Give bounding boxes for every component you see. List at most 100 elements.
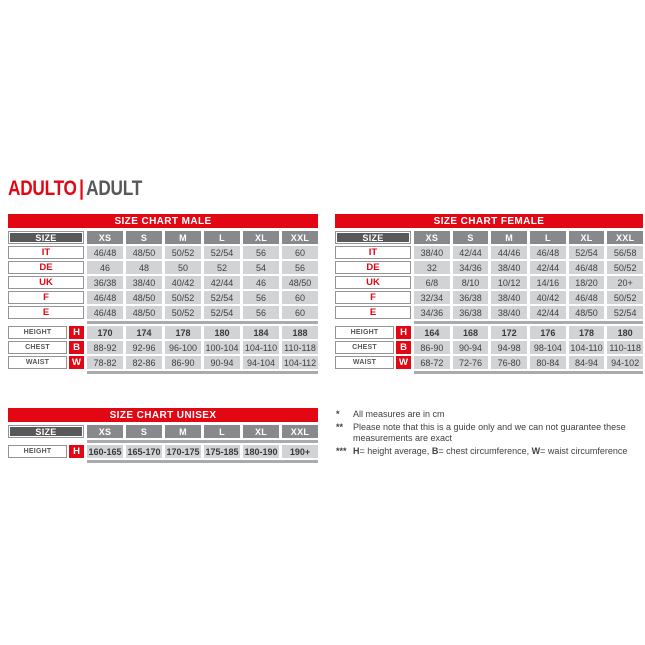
measure-value-cell: 88-92 [87,341,123,354]
table-row: UK 36/38 38/40 40/42 42/44 46 48/50 [8,276,318,289]
footnote-segment: All measures are in cm [353,409,445,419]
size-header-row: SIZE XS S M L XL XXL [335,231,644,244]
footnote-segment: H [353,446,360,456]
measure-label: WAIST [335,356,394,369]
footnote-segment: = chest circumference, [438,446,532,456]
footnote-segment: W [531,446,541,456]
measure-value-cell: 104-110 [243,341,279,354]
separator-band-top [414,321,643,324]
size-value-cell: 52/54 [204,306,240,319]
separator-band-bottom [87,460,318,463]
table-row: DE 32 34/36 38/40 42/44 46/48 50/52 [335,261,644,274]
table-row: UK 6/8 8/10 10/12 14/16 18/20 20+ [335,276,644,289]
measure-code-badge: W [396,356,411,369]
page-title-secondary: ADULT [86,177,143,200]
size-value-cell: 36/38 [87,276,123,289]
measure-value-cell: 86-90 [165,356,201,369]
size-value-cell: 8/10 [452,276,489,289]
table-row: WAIST W 68-72 72-76 76-80 80-84 84-94 94-102 [335,356,644,369]
column-header-xxl: XXL [282,231,318,244]
column-header-xs: XS [87,231,123,244]
size-value-cell: 56 [243,306,279,319]
footnote-marker: * [336,409,340,419]
size-value-cell: 36/38 [452,306,489,319]
measure-value-cell: 178 [165,326,201,339]
measure-value-cell: 94-98 [491,341,528,354]
size-value-cell: 48/50 [568,306,605,319]
measure-value-cell: 178 [568,326,605,339]
country-label: UK [335,276,411,289]
size-value-cell: 42/44 [204,276,240,289]
column-header-s: S [126,231,162,244]
measure-value-cell: 90-94 [204,356,240,369]
country-label: DE [335,261,411,274]
size-value-cell: 38/40 [491,306,528,319]
size-header-row: SIZE XS S M L XL XXL [8,425,318,438]
size-value-cell: 50/52 [165,246,201,259]
measure-code-badge: H [69,326,84,339]
table-row: WAIST W 78-82 82-86 86-90 90-94 94-104 104-112 [8,356,318,369]
measure-label: HEIGHT [8,326,67,339]
footnote-marker: *** [336,446,347,456]
measure-value-cell: 172 [491,326,528,339]
column-header-l: L [530,231,566,244]
measure-label: HEIGHT [8,445,67,458]
measure-value-cell: 86-90 [414,341,450,354]
size-value-cell: 50/52 [607,291,644,304]
country-label: UK [8,276,84,289]
measure-label: CHEST [8,341,67,354]
size-value-cell: 42/44 [530,306,566,319]
page-title: ADULTO | ADULT [8,177,142,201]
size-value-cell: 50/52 [607,261,644,274]
size-value-cell: 56 [243,291,279,304]
measure-value-cell: 94-102 [607,356,644,369]
size-value-cell: 32 [414,261,450,274]
page-title-primary: ADULTO [8,177,77,200]
country-label: E [8,306,84,319]
footnote-text: All measures are in cm [353,409,640,420]
measure-label-cell: HEIGHT H [8,326,84,339]
measure-value-cell: 68-72 [414,356,450,369]
column-header-s: S [452,231,489,244]
separator-band-top [87,440,318,443]
measure-code-badge: H [396,326,411,339]
table-title-bar: SIZE CHART FEMALE [335,214,643,228]
size-header-row: SIZE XS S M L XL XXL [8,231,318,244]
size-value-cell: 48/50 [126,306,162,319]
size-value-cell: 38/40 [491,291,528,304]
footnote-marker: ** [336,422,344,432]
size-chart-male-table: SIZE CHART MALE SIZE XS S M L XL XXL IT 46/48 48/… [8,214,318,376]
measure-value-cell: 188 [282,326,318,339]
country-label: F [8,291,84,304]
page-title-separator: | [79,177,84,200]
measure-label: HEIGHT [335,326,394,339]
size-value-cell: 14/16 [530,276,566,289]
footnotes: * All measures are in cm ** Please note tha… [336,409,640,459]
size-value-cell: 34/36 [452,261,489,274]
table-row: HEIGHT H 170 174 178 180 184 188 [8,326,318,339]
measure-value-cell: 174 [126,326,162,339]
size-value-cell: 46/48 [530,246,566,259]
measure-value-cell: 94-104 [243,356,279,369]
size-value-cell: 46/48 [87,291,123,304]
size-label: SIZE [337,233,409,243]
size-value-cell: 42/44 [530,261,566,274]
column-header-m: M [491,231,528,244]
size-value-cell: 52 [204,261,240,274]
measure-label-cell: HEIGHT H [8,445,84,458]
table-row: HEIGHT H 160-165 165-170 170-175 175-185 180-1… [8,445,318,458]
size-value-cell: 10/12 [491,276,528,289]
size-value-cell: 52/54 [204,246,240,259]
column-header-xl: XL [568,231,605,244]
measure-value-cell: 175-185 [204,445,240,458]
size-value-cell: 50/52 [165,306,201,319]
column-header-xxl: XXL [607,231,644,244]
measure-value-cell: 76-80 [491,356,528,369]
size-label: SIZE [10,427,82,437]
size-label-cell: SIZE [335,231,411,244]
size-value-cell: 46/48 [87,306,123,319]
size-value-cell: 60 [282,291,318,304]
column-header-xl: XL [243,425,279,438]
table-body: SIZE XS S M L XL XXL IT 38/40 42/44 44/46 46/48 52/5… [335,231,644,374]
measure-value-cell: 190+ [282,445,318,458]
